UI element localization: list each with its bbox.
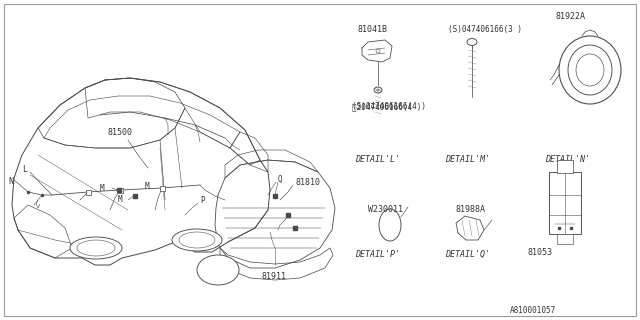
Text: DETAIL'N': DETAIL'N' bbox=[545, 155, 590, 164]
Text: Ⓢ2047406166(4 ): Ⓢ2047406166(4 ) bbox=[352, 102, 421, 111]
Text: 81911: 81911 bbox=[262, 272, 287, 281]
Text: M: M bbox=[100, 184, 104, 193]
Text: 81810: 81810 bbox=[295, 178, 320, 187]
Ellipse shape bbox=[197, 255, 239, 285]
Ellipse shape bbox=[379, 209, 401, 241]
Text: DETAIL'Q': DETAIL'Q' bbox=[445, 250, 490, 259]
Text: DETAIL'M': DETAIL'M' bbox=[445, 155, 490, 164]
Text: DETAIL'P': DETAIL'P' bbox=[355, 250, 400, 259]
FancyBboxPatch shape bbox=[118, 188, 122, 193]
Text: M: M bbox=[118, 195, 123, 204]
Text: N: N bbox=[8, 177, 13, 186]
Text: 81041B: 81041B bbox=[358, 25, 388, 34]
Ellipse shape bbox=[172, 229, 222, 251]
Ellipse shape bbox=[376, 49, 380, 53]
Text: M: M bbox=[145, 182, 150, 191]
Ellipse shape bbox=[179, 232, 215, 248]
Ellipse shape bbox=[568, 45, 612, 95]
FancyBboxPatch shape bbox=[159, 186, 164, 190]
Text: 81053: 81053 bbox=[527, 248, 552, 257]
Ellipse shape bbox=[467, 38, 477, 45]
Text: Q: Q bbox=[278, 175, 283, 184]
Text: L: L bbox=[22, 165, 27, 174]
Text: 81500: 81500 bbox=[108, 128, 133, 137]
Ellipse shape bbox=[77, 240, 115, 256]
Ellipse shape bbox=[576, 54, 604, 86]
Text: (S)047406166(3 ): (S)047406166(3 ) bbox=[448, 25, 522, 34]
FancyBboxPatch shape bbox=[557, 234, 573, 244]
Text: P: P bbox=[200, 196, 205, 205]
Text: 81988A: 81988A bbox=[455, 205, 485, 214]
Text: 81922A: 81922A bbox=[555, 12, 585, 21]
FancyBboxPatch shape bbox=[557, 160, 573, 173]
FancyBboxPatch shape bbox=[86, 189, 90, 195]
Ellipse shape bbox=[70, 237, 122, 259]
FancyBboxPatch shape bbox=[549, 172, 581, 234]
Text: W230011: W230011 bbox=[368, 205, 403, 214]
Ellipse shape bbox=[559, 36, 621, 104]
Text: (S)047406166(4 ): (S)047406166(4 ) bbox=[352, 102, 426, 111]
Text: DETAIL'L': DETAIL'L' bbox=[355, 155, 400, 164]
Ellipse shape bbox=[374, 87, 382, 93]
Text: A810001057: A810001057 bbox=[510, 306, 556, 315]
